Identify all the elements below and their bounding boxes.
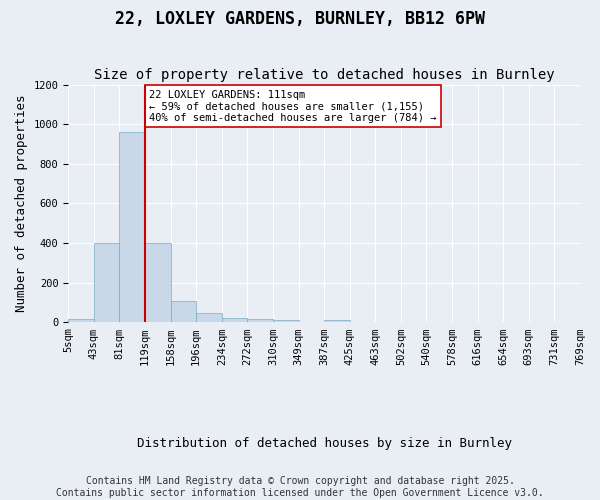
Bar [145, 243, 170, 322]
Text: 22, LOXLEY GARDENS, BURNLEY, BB12 6PW: 22, LOXLEY GARDENS, BURNLEY, BB12 6PW [115, 10, 485, 28]
Title: Size of property relative to detached houses in Burnley: Size of property relative to detached ho… [94, 68, 554, 82]
Bar [222, 318, 247, 322]
Bar [324, 320, 350, 322]
Bar [94, 243, 119, 322]
X-axis label: Distribution of detached houses by size in Burnley: Distribution of detached houses by size … [137, 437, 512, 450]
Bar [196, 312, 222, 322]
Text: Contains HM Land Registry data © Crown copyright and database right 2025.
Contai: Contains HM Land Registry data © Crown c… [56, 476, 544, 498]
Text: 22 LOXLEY GARDENS: 111sqm
← 59% of detached houses are smaller (1,155)
40% of se: 22 LOXLEY GARDENS: 111sqm ← 59% of detac… [149, 90, 436, 122]
Y-axis label: Number of detached properties: Number of detached properties [15, 94, 28, 312]
Bar [68, 320, 94, 322]
Bar [170, 300, 196, 322]
Bar [119, 132, 145, 322]
Bar [247, 320, 273, 322]
Bar [273, 320, 299, 322]
